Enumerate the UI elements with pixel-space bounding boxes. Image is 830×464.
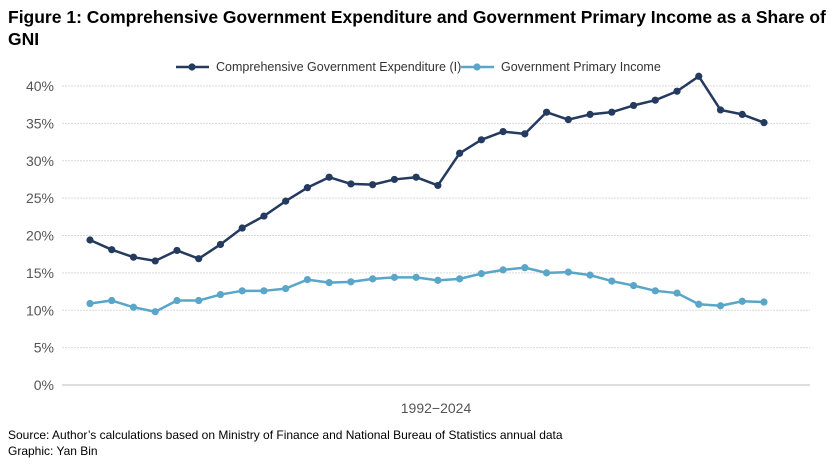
data-point — [325, 278, 333, 287]
data-point — [195, 255, 203, 263]
y-tick-label: 40% — [26, 78, 54, 94]
y-tick-label: 0% — [34, 377, 54, 393]
data-point — [738, 297, 746, 305]
data-point — [412, 273, 420, 281]
legend-label: Comprehensive Government Expenditure (I) — [216, 60, 461, 74]
data-point — [151, 257, 159, 265]
data-point — [499, 127, 507, 136]
data-point — [456, 275, 464, 283]
data-point — [369, 275, 377, 283]
data-point — [695, 300, 703, 308]
source-note: Source: Author’s calculations based on M… — [8, 428, 563, 442]
data-point — [651, 287, 659, 295]
data-point — [760, 119, 768, 127]
data-point — [651, 96, 659, 104]
data-point — [608, 277, 616, 285]
data-point — [564, 268, 572, 276]
data-point — [151, 308, 159, 316]
data-point — [216, 290, 225, 299]
y-tick-label: 10% — [26, 302, 54, 318]
data-point — [195, 296, 203, 305]
data-point — [108, 246, 116, 254]
y-tick-label: 35% — [26, 115, 54, 131]
data-point — [129, 303, 138, 311]
data-point — [260, 287, 268, 295]
data-point — [282, 284, 290, 293]
data-point — [716, 302, 725, 310]
data-point — [477, 136, 485, 144]
data-point — [629, 281, 638, 290]
y-tick-label: 20% — [26, 228, 54, 244]
y-tick-label: 30% — [26, 153, 54, 169]
data-point — [303, 276, 312, 284]
data-point — [542, 108, 551, 116]
graphic-credit: Graphic: Yan Bin — [8, 444, 98, 458]
data-point — [173, 246, 181, 255]
data-point — [586, 271, 594, 279]
data-point — [238, 224, 246, 232]
data-point — [347, 180, 355, 188]
data-point — [456, 149, 464, 157]
data-point — [716, 106, 725, 114]
data-point — [390, 175, 398, 184]
data-point — [586, 110, 594, 119]
data-point — [738, 110, 746, 119]
data-point — [412, 173, 420, 181]
y-tick-label: 25% — [26, 190, 54, 206]
series-line — [89, 266, 765, 313]
data-point — [325, 173, 333, 181]
data-point — [673, 289, 681, 297]
data-point — [564, 116, 572, 124]
data-point — [608, 108, 616, 116]
data-point — [129, 253, 138, 261]
data-point — [695, 72, 703, 80]
data-point — [216, 240, 225, 249]
data-point — [108, 296, 116, 305]
legend-marker — [473, 63, 481, 71]
data-point — [369, 181, 377, 189]
y-tick-label: 15% — [26, 265, 54, 281]
legend-marker — [188, 63, 196, 71]
data-point — [173, 296, 181, 305]
data-point — [260, 212, 268, 220]
data-point — [303, 184, 312, 192]
data-point — [673, 87, 681, 95]
data-point — [238, 287, 246, 295]
data-point — [521, 130, 529, 138]
data-point — [477, 270, 485, 278]
data-point — [86, 236, 94, 244]
data-point — [390, 273, 398, 281]
data-point — [434, 276, 442, 284]
chart-title: Figure 1: Comprehensive Government Expen… — [8, 7, 826, 49]
data-point — [347, 278, 355, 286]
series-line — [89, 75, 765, 263]
data-point — [282, 197, 290, 205]
data-point — [86, 299, 94, 308]
data-point — [434, 181, 442, 190]
data-point — [760, 298, 768, 306]
data-point — [629, 101, 638, 110]
data-point — [542, 269, 551, 277]
x-axis-label: 1992−2024 — [401, 400, 472, 416]
y-tick-label: 5% — [34, 340, 54, 356]
legend-label: Government Primary Income — [501, 60, 661, 74]
data-point — [499, 266, 507, 274]
data-point — [521, 264, 529, 272]
